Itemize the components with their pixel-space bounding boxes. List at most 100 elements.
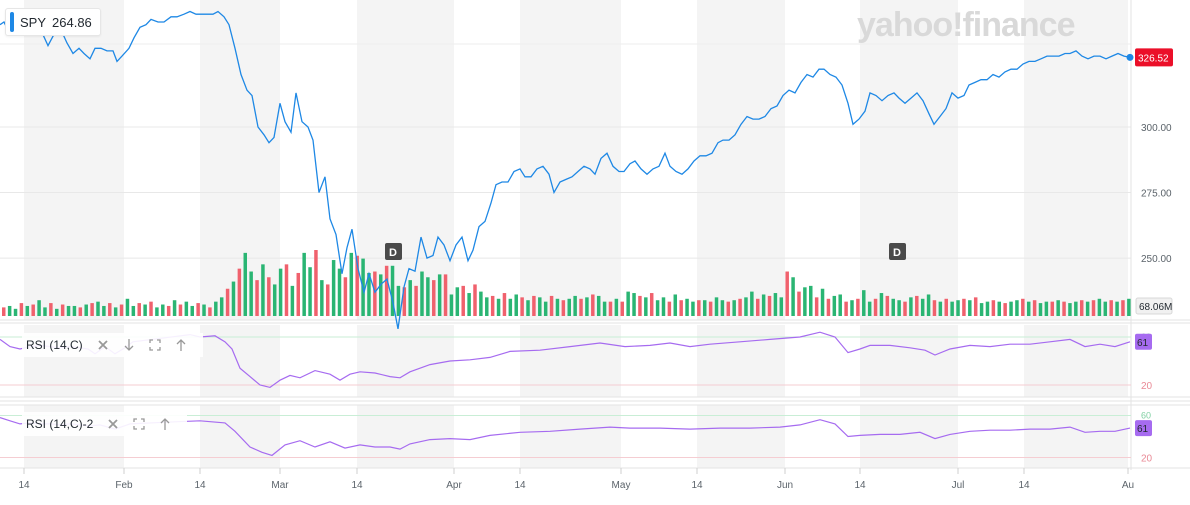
shaded-period-band	[860, 325, 958, 397]
expand-button[interactable]	[131, 416, 147, 432]
shaded-period-band	[520, 0, 621, 320]
volume-bar	[762, 294, 765, 316]
remove-indicator-button[interactable]	[95, 337, 111, 353]
volume-bar	[137, 303, 140, 316]
volume-bar	[143, 305, 146, 316]
volume-bar	[939, 302, 942, 316]
last-price-dot	[1127, 54, 1134, 61]
volume-bar	[750, 292, 753, 316]
x-axis-tick-label: Au	[1122, 480, 1134, 491]
volume-bar	[738, 299, 741, 316]
volume-bar	[273, 284, 276, 316]
volume-bar	[603, 302, 606, 316]
volume-bar	[249, 272, 252, 316]
volume-bar	[485, 297, 488, 316]
volume-bar	[238, 269, 241, 316]
volume-bar	[73, 306, 76, 316]
volume-bar	[37, 300, 40, 316]
price-axis-tick-label: 275.00	[1141, 189, 1172, 200]
volume-bar	[208, 307, 211, 316]
volume-bar	[809, 286, 812, 316]
move-up-button[interactable]	[157, 416, 173, 432]
volume-bar	[956, 300, 959, 316]
x-axis-tick-label: 14	[1018, 480, 1030, 491]
volume-bar	[691, 302, 694, 316]
ticker-tooltip: SPY 264.86	[5, 8, 101, 36]
volume-bar	[385, 266, 388, 316]
shaded-period-band	[1024, 0, 1128, 320]
volume-bar	[585, 297, 588, 316]
volume-bar	[656, 300, 659, 316]
shaded-period-band	[24, 0, 124, 320]
volume-bar	[1098, 299, 1101, 316]
volume-bar	[279, 269, 282, 316]
volume-bar	[244, 253, 247, 316]
volume-bar	[503, 293, 506, 316]
volume-bar	[662, 297, 665, 316]
volume-bar	[844, 302, 847, 316]
ticker-symbol: SPY	[20, 15, 46, 30]
volume-bar	[61, 305, 64, 316]
volume-bar	[514, 294, 517, 316]
rsi-tick-20: 20	[1141, 454, 1153, 465]
volume-bar	[350, 253, 353, 316]
volume-bar	[1056, 300, 1059, 316]
volume-bar	[167, 306, 170, 316]
volume-bar	[255, 280, 258, 316]
expand-icon	[149, 339, 161, 351]
volume-bar	[986, 302, 989, 316]
indicator-name: RSI (14,C)-2	[26, 417, 93, 431]
volume-bar	[1127, 299, 1130, 316]
volume-bar	[26, 306, 29, 316]
volume-bar	[891, 299, 894, 316]
move-up-button[interactable]	[173, 337, 189, 353]
remove-indicator-button[interactable]	[105, 416, 121, 432]
volume-bar	[591, 294, 594, 316]
volume-bar	[379, 274, 382, 316]
volume-bar	[597, 296, 600, 316]
volume-bar	[962, 299, 965, 316]
volume-bar	[927, 294, 930, 316]
volume-max-label: 68.06M	[1139, 302, 1172, 313]
volume-bar	[479, 292, 482, 316]
volume-bar	[1039, 303, 1042, 316]
volume-bar	[756, 299, 759, 316]
volume-bar	[833, 296, 836, 316]
volume-bar	[397, 286, 400, 316]
volume-bar	[84, 305, 87, 316]
volume-bar	[1027, 302, 1030, 316]
volume-bar	[862, 290, 865, 316]
volume-bar	[1092, 300, 1095, 316]
volume-bar	[780, 297, 783, 316]
volume-bar	[850, 300, 853, 316]
x-axis-tick-label: 14	[691, 480, 703, 491]
arrow-down-icon	[123, 338, 135, 352]
volume-bar	[14, 309, 17, 316]
volume-bar	[626, 292, 629, 316]
volume-bar	[785, 272, 788, 316]
shaded-period-band	[697, 405, 785, 468]
shaded-period-band	[697, 0, 785, 320]
hover-price: 264.86	[52, 15, 92, 30]
volume-bar	[909, 297, 912, 316]
volume-bar	[903, 302, 906, 316]
volume-bar	[968, 300, 971, 316]
move-down-button[interactable]	[121, 337, 137, 353]
volume-bar	[297, 273, 300, 316]
volume-bar	[538, 297, 541, 316]
shaded-period-band	[520, 325, 621, 397]
volume-bar	[791, 277, 794, 316]
volume-bar	[1009, 302, 1012, 316]
last-price-value: 326.52	[1138, 53, 1169, 64]
volume-bar	[998, 302, 1001, 316]
volume-bar	[67, 306, 70, 316]
expand-button[interactable]	[147, 337, 163, 353]
volume-bar	[1045, 302, 1048, 316]
volume-bar	[1051, 302, 1054, 316]
volume-bar	[473, 284, 476, 316]
volume-bar	[573, 296, 576, 316]
volume-bar	[114, 307, 117, 316]
volume-bar	[945, 299, 948, 316]
volume-bar	[980, 303, 983, 316]
x-axis-tick-label: 14	[194, 480, 206, 491]
